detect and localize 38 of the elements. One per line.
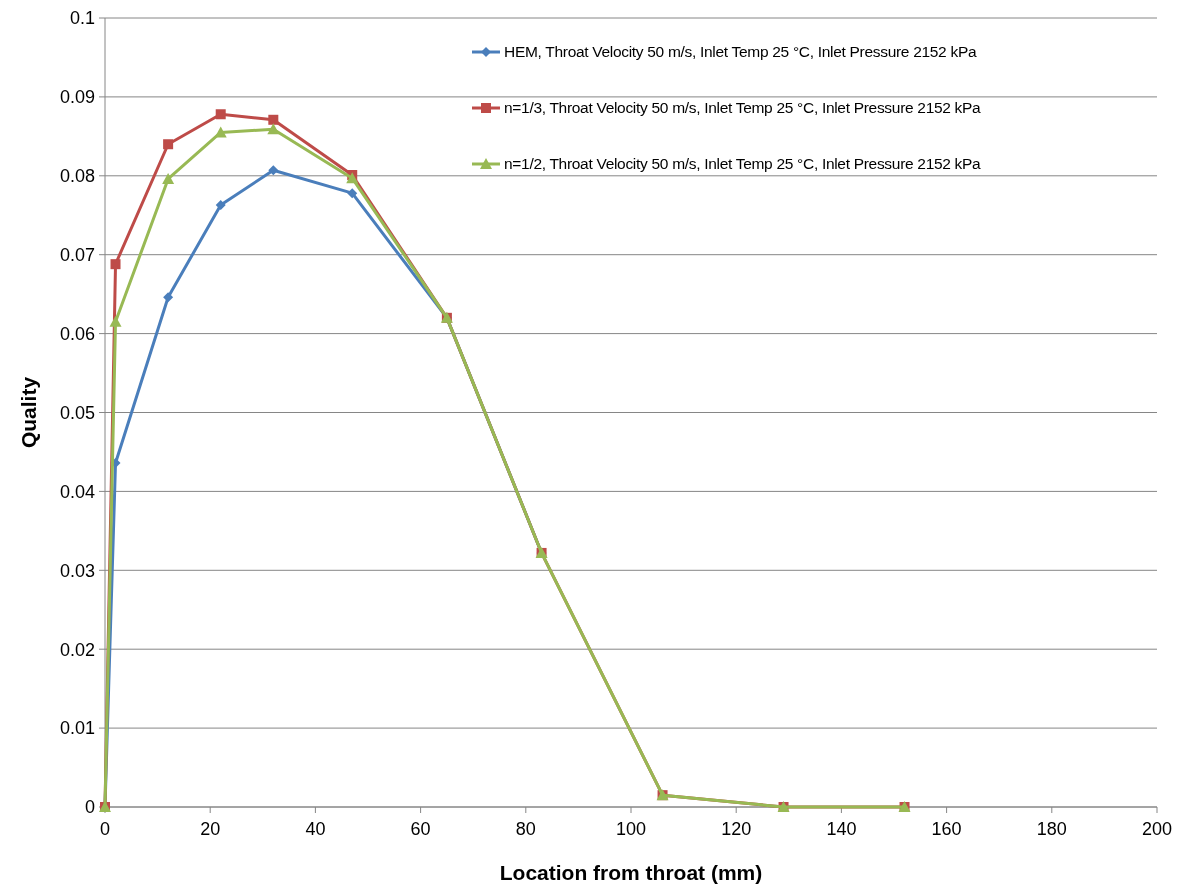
y-tick-label: 0.05 [59,402,95,423]
x-tick-label: 20 [200,819,221,839]
y-tick-label: 0.02 [59,639,95,660]
y-tick-label: 0.01 [59,718,95,739]
y-tick-label: 0.09 [59,87,95,108]
y-tick-label: 0.08 [59,166,95,187]
x-tick-label: 200 [1141,819,1173,839]
x-tick-label: 40 [305,819,326,839]
point [267,123,280,135]
point [347,188,358,199]
y-tick-label: 0.03 [59,560,95,581]
x-tick-label: 140 [826,819,857,839]
point [268,114,279,125]
point [162,172,175,184]
x-tick-label: 120 [721,819,752,839]
legend-label: n=1/3, Throat Velocity 50 m/s, Inlet Temp 25 °C, Inlet Pressure 2152 kPa [504,99,982,117]
point [163,139,174,150]
x-tick-label: 60 [410,819,431,839]
point [110,259,121,270]
point [268,165,279,176]
legend-label: n=1/2, Throat Velocity 50 m/s, Inlet Temp 25 °C, Inlet Pressure 2152 kPa [504,155,982,173]
x-tick-label: 160 [931,819,962,839]
point [163,292,174,303]
y-tick-label: 0 [84,797,95,818]
x-axis-title: Location from throat (mm) [499,861,763,884]
point [215,199,226,210]
legend-label: HEM, Throat Velocity 50 m/s, Inlet Temp 25 °C, Inlet Pressure 2152 kPa [504,43,977,61]
x-tick-label: 180 [1036,819,1067,839]
x-tick-label: 80 [515,819,536,839]
y-axis-title: Quality [17,376,40,449]
x-tick-label: 100 [615,819,647,839]
y-tick-label: 0.07 [59,245,95,265]
x-tick-label: 0 [99,819,111,839]
point [215,109,226,120]
point [109,315,122,327]
y-tick-label: 0.1 [69,8,95,29]
y-tick-label: 0.04 [59,481,95,502]
y-tick-label: 0.06 [59,323,95,344]
